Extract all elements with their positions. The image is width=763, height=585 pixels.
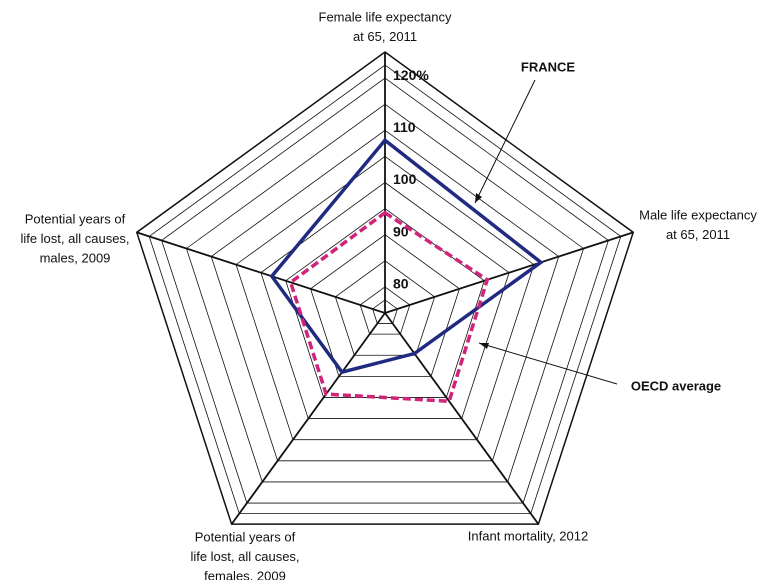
grid-ring [260,182,510,419]
oecd-arrow [478,342,618,385]
grid-ring [372,299,398,324]
axis-label: males, 2009 [40,250,111,265]
r-tick-label: 100 [393,171,417,187]
grid-ring [161,77,609,504]
axis-label: at 65, 2011 [666,227,730,242]
grid-ring [334,260,436,356]
arrow-head [475,193,482,203]
axis-label: life lost, all causes, [190,549,299,564]
axis-label: Potential years of [195,529,296,544]
axis-label: at 65, 2011 [353,29,417,44]
grid-ring [185,103,585,483]
grid-ring [148,64,622,514]
axis-label: Female life expectancy [319,9,452,24]
arrow-head [479,343,489,349]
axis-label: females, 2009 [204,568,286,580]
r-tick-label: 110 [393,119,416,135]
axis-label: Male life expectancy [639,207,757,222]
oecd-annotation: OECD average [631,378,721,393]
axis-label: Potential years of [25,211,126,226]
france-annotation: FRANCE [521,59,575,74]
grid-ring [210,129,560,462]
axis-line [384,312,540,525]
grid-ring [235,155,535,441]
axis-line [136,231,386,314]
axis-label: life lost, all causes, [20,231,129,246]
grid-ring [359,286,411,335]
series-line [269,137,544,375]
france-arrow [474,79,536,204]
axis-line [384,231,634,314]
outer-ring [135,51,635,525]
r-tick-label: 80 [393,276,409,292]
grid-ring [310,234,460,377]
axis-label: Infant mortality, 2012 [468,528,588,543]
r-tick-label: 120% [393,67,429,83]
axis-line [230,312,386,525]
series-line [288,210,490,404]
